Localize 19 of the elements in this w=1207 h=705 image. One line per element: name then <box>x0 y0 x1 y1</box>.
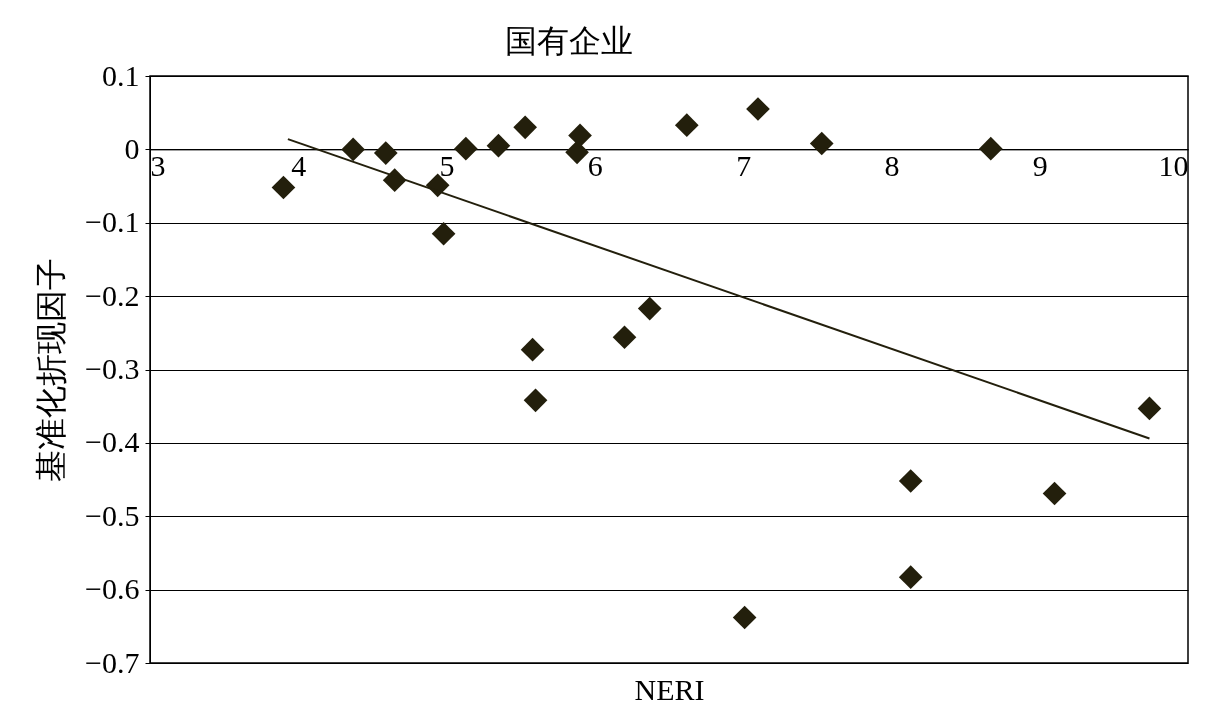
x-tick-label: 8 <box>884 148 900 182</box>
x-tick-label: 3 <box>150 148 166 182</box>
y-tick-label: −0.3 <box>85 352 140 385</box>
y-tick-label: 0.1 <box>102 58 140 92</box>
y-tick-label: −0.1 <box>85 205 140 239</box>
y-tick-label: −0.7 <box>85 645 140 679</box>
x-tick-label: 6 <box>587 148 603 182</box>
chart-title: 国有企业 <box>505 23 633 59</box>
y-axis-title: 基准化折现因子 <box>33 258 70 482</box>
x-tick-label: 5 <box>439 148 455 182</box>
x-tick-label: 9 <box>1032 148 1048 182</box>
y-tick-label: −0.6 <box>85 572 140 606</box>
x-tick-label: 7 <box>736 148 752 182</box>
y-tick-label: 0 <box>124 131 140 165</box>
y-tick-label: −0.5 <box>85 498 140 532</box>
y-tick-label: −0.2 <box>85 278 140 312</box>
x-tick-label: 4 <box>291 148 307 182</box>
x-axis-title: NERI <box>634 672 705 705</box>
y-tick-label: −0.4 <box>85 425 140 459</box>
